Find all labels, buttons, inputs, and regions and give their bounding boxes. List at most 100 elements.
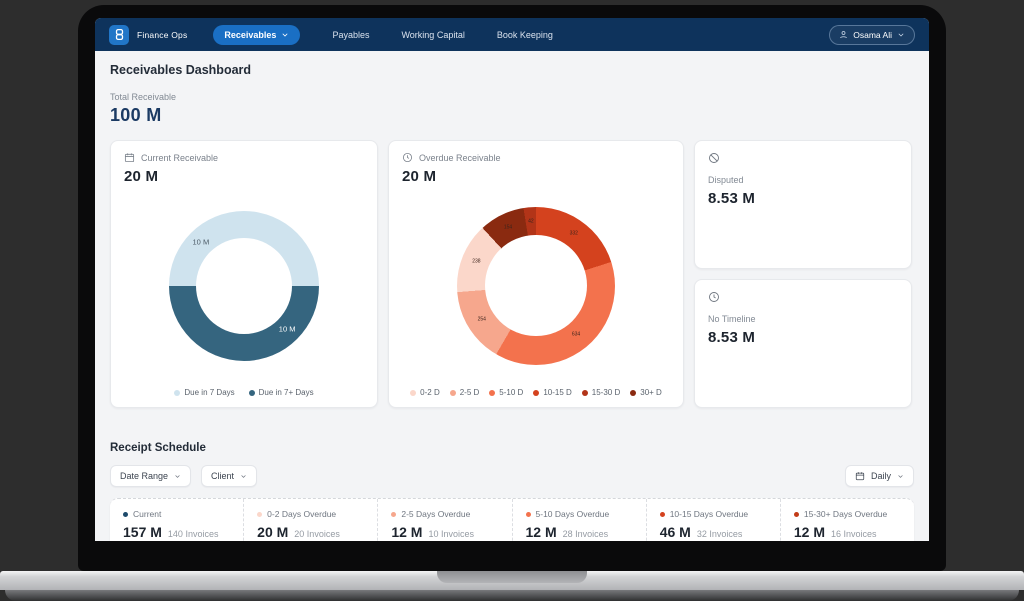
legend-dot	[581, 389, 588, 396]
current-receivable-donut[interactable]: 10 M 10 M	[169, 210, 319, 361]
stat-current: Current 157 M 140 Invoices	[110, 499, 243, 541]
legend-item[interactable]: Due in 7 Days	[174, 388, 235, 397]
stat-dot	[391, 511, 397, 517]
donut-segment-label: 42	[528, 218, 534, 225]
legend-label: 30+ D	[640, 388, 662, 397]
current-receivable-value: 20 M	[124, 168, 159, 185]
page-title: Receivables Dashboard	[110, 63, 252, 77]
donut-segment-label: 154	[503, 224, 513, 231]
stat-label: 2-5 Days Overdue	[401, 509, 471, 519]
stat-15-30-days: 15-30+ Days Overdue 12 M 16 Invoices	[779, 499, 914, 541]
legend-label: 10-15 D	[543, 388, 572, 397]
stat-value: 46 M	[659, 524, 691, 540]
overdue-receivable-donut[interactable]: 332 634 254 238 154 42	[457, 206, 615, 365]
legend-label: 15-30 D	[591, 388, 621, 397]
current-legend: Due in 7 Days Due in 7+ Days	[124, 386, 364, 398]
stat-5-10-days: 5-10 Days Overdue 12 M 28 Invoices	[511, 499, 646, 541]
donut-segment-label: 634	[571, 331, 581, 338]
nav-tabs: Receivables Payables Working Capital Boo…	[213, 24, 553, 45]
receipt-schedule-title: Receipt Schedule	[110, 442, 206, 454]
stat-label: 0-2 Days Overdue	[267, 509, 337, 519]
stat-dot	[793, 511, 799, 517]
legend-dot	[489, 389, 496, 396]
stat-invoices: 16 Invoices	[830, 529, 877, 539]
legend-dot	[248, 389, 255, 396]
total-receivable-label: Total Receivable	[110, 92, 177, 102]
app-screen: Finance Ops Receivables Payables Working…	[95, 18, 929, 541]
total-receivable-block: Total Receivable 100 M	[110, 92, 914, 126]
legend-label: Due in 7 Days	[184, 388, 235, 397]
donut-segment-label: 332	[569, 230, 578, 237]
disputed-card: Disputed 8.53 M	[694, 140, 912, 269]
chevron-down-icon	[898, 33, 904, 37]
period-select[interactable]: Daily	[844, 465, 914, 487]
stat-invoices: 20 Invoices	[294, 529, 340, 539]
donut-segment-label: 238	[472, 258, 481, 265]
legend-dot	[533, 389, 540, 396]
legend-dot	[449, 389, 456, 396]
card-title: Current Receivable	[141, 152, 219, 163]
legend-label: 0-2 D	[420, 388, 440, 397]
receipt-stats-card: Current 157 M 140 Invoices 0-2 Days Overd…	[110, 498, 914, 541]
legend-item[interactable]: 15-30 D	[581, 388, 621, 397]
stat-value: 157 M	[123, 524, 162, 540]
clock-icon	[402, 152, 413, 163]
chevron-down-icon	[283, 33, 288, 37]
card-title: No Timeline	[708, 314, 756, 324]
stat-value: 12 M	[525, 524, 557, 540]
legend-item[interactable]: 30+ D	[630, 388, 662, 397]
tab-book-keeping[interactable]: Book Keeping	[496, 29, 553, 40]
stat-dot	[257, 511, 263, 517]
user-menu[interactable]: Osama Ali	[829, 24, 915, 45]
logo-8-icon	[115, 28, 123, 41]
donut-segment-label: 254	[477, 316, 486, 322]
legend-item[interactable]: 10-15 D	[533, 388, 572, 397]
legend-item[interactable]: 0-2 D	[410, 388, 440, 397]
tab-receivables[interactable]: Receivables	[213, 24, 301, 45]
legend-item[interactable]: 2-5 D	[449, 388, 479, 397]
client-filter[interactable]: Client	[201, 465, 258, 487]
tab-label: Receivables	[224, 29, 277, 40]
laptop-base-edge	[5, 590, 1019, 601]
chevron-down-icon	[898, 474, 903, 478]
overdue-receivable-card: Overdue Receivable 20 M 332 634 254 238 154 4…	[388, 140, 684, 408]
stat-label: 10-15 Days Overdue	[669, 509, 749, 519]
stat-value: 12 M	[391, 524, 423, 540]
no-timeline-value: 8.53 M	[708, 329, 756, 346]
stat-invoices: 32 Invoices	[696, 529, 743, 539]
tab-payables[interactable]: Payables	[332, 29, 370, 40]
chevron-down-icon	[241, 474, 246, 478]
card-title: Overdue Receivable	[419, 152, 501, 163]
legend-item[interactable]: Due in 7+ Days	[248, 388, 314, 397]
donut-segment-label: 10 M	[278, 323, 296, 333]
legend-label: 5-10 D	[499, 388, 524, 397]
filter-label: Date Range	[120, 471, 169, 481]
top-nav: Finance Ops Receivables Payables Working…	[95, 18, 929, 51]
legend-dot	[630, 389, 637, 396]
right-kpi-column: Disputed 8.53 M No Timeline 8.53 M	[694, 140, 912, 408]
donut-segment-label: 10 M	[192, 237, 210, 247]
card-header: Current Receivable	[124, 152, 364, 163]
period-value: Daily	[870, 471, 891, 481]
stat-invoices: 10 Invoices	[428, 529, 474, 539]
stat-dot	[659, 511, 665, 517]
card-title: Disputed	[708, 175, 744, 185]
overdue-legend: 0-2 D 2-5 D 5-10 D 10-15 D 15-30 D 30+ D	[402, 386, 670, 398]
app-logo	[109, 24, 129, 45]
stat-invoices: 140 Invoices	[167, 529, 219, 539]
dashboard-content: Receivables Dashboard Total Receivable 1…	[95, 51, 929, 541]
disputed-value: 8.53 M	[708, 190, 756, 207]
stat-label: 5-10 Days Overdue	[535, 509, 610, 519]
calendar-icon	[855, 472, 865, 481]
clock-icon	[709, 292, 719, 302]
tab-working-capital[interactable]: Working Capital	[401, 29, 465, 40]
chart-area: 10 M 10 M	[124, 185, 364, 386]
overdue-receivable-value: 20 M	[402, 168, 437, 185]
legend-dot	[174, 389, 181, 396]
stat-label: 15-30+ Days Overdue	[803, 509, 888, 519]
no-timeline-card: No Timeline 8.53 M	[694, 279, 912, 408]
legend-item[interactable]: 5-10 D	[489, 388, 523, 397]
stat-value: 12 M	[793, 524, 825, 540]
date-range-filter[interactable]: Date Range	[110, 465, 192, 487]
